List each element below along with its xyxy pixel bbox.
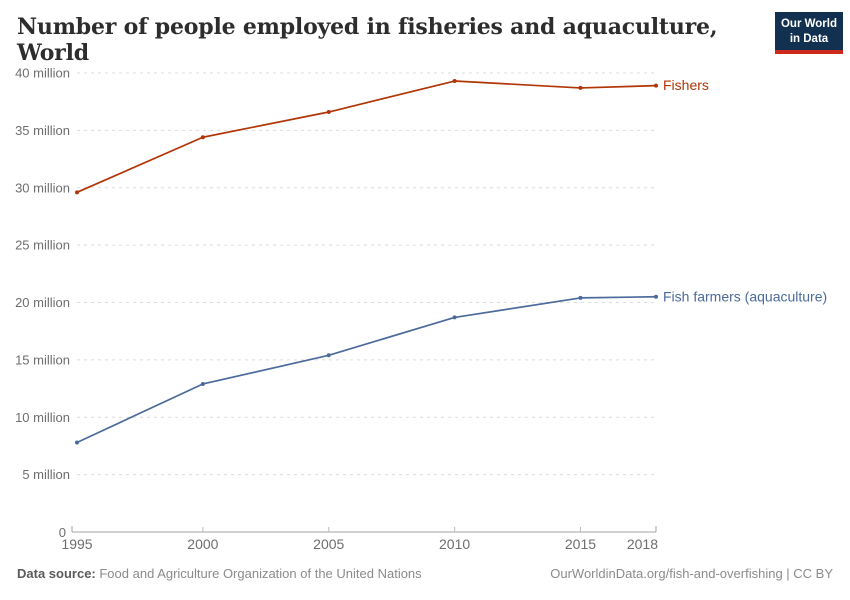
x-axis-tick-label: 2005	[313, 536, 344, 552]
x-axis-tick-label: 2010	[439, 536, 470, 552]
data-point-fish-farmers-aquaculture	[75, 440, 79, 445]
series-end-label-fish-farmers-aquaculture[interactable]: Fish farmers (aquaculture)	[663, 288, 827, 304]
data-point-fishers	[452, 79, 457, 84]
owid-logo-line2: in Data	[789, 32, 829, 45]
series-end-label-fishers[interactable]: Fishers	[663, 77, 709, 93]
x-axis-tick-label: 2000	[187, 536, 218, 552]
owid-url-link[interactable]: OurWorldinData.org/fish-and-overfishing …	[550, 566, 833, 581]
y-axis-tick-label: 25 million	[15, 238, 70, 253]
data-point-fishers	[654, 83, 658, 88]
x-axis-tick-label: 2018	[627, 536, 658, 552]
data-point-fish-farmers-aquaculture	[452, 315, 457, 320]
y-axis-tick-label: 15 million	[15, 352, 70, 367]
data-point-fishers	[326, 110, 331, 115]
data-point-fish-farmers-aquaculture	[654, 294, 658, 299]
y-axis-tick-label: 10 million	[15, 410, 70, 425]
y-axis-tick-label: 5 million	[22, 467, 70, 482]
series-line-fishers	[76, 80, 657, 194]
data-point-fishers	[578, 85, 583, 90]
series-line-fish-farmers-aquaculture	[76, 295, 657, 444]
data-point-fishers	[75, 190, 79, 195]
x-axis-tick-label: 1995	[61, 536, 92, 552]
owid-logo[interactable]: Our World in Data	[775, 12, 843, 55]
y-axis-tick-label: 20 million	[15, 295, 70, 310]
chart-footer: Data source: Food and Agriculture Organi…	[17, 566, 833, 581]
line-chart: 0 5 million 10 million 15 million 20 million…	[15, 66, 827, 553]
data-point-fish-farmers-aquaculture	[578, 295, 583, 300]
y-axis-tick-label: 30 million	[15, 180, 70, 195]
data-point-fishers	[200, 135, 205, 140]
y-axis-tick-label: 0	[59, 525, 66, 540]
chart-title: Number of people employed in fisheries a…	[17, 14, 718, 66]
y-axis-tick-label: 40 million	[15, 66, 70, 81]
x-axis-tick-label: 2015	[565, 536, 596, 552]
data-source-note: Data source: Food and Agriculture Organi…	[17, 566, 422, 581]
data-point-fish-farmers-aquaculture	[326, 353, 331, 358]
data-source-text: Food and Agriculture Organization of the…	[95, 566, 422, 581]
data-point-fish-farmers-aquaculture	[200, 381, 205, 386]
data-source-label: Data source:	[17, 566, 96, 581]
owid-logo-line1: Our World	[780, 18, 837, 30]
y-axis-tick-label: 35 million	[15, 123, 70, 138]
